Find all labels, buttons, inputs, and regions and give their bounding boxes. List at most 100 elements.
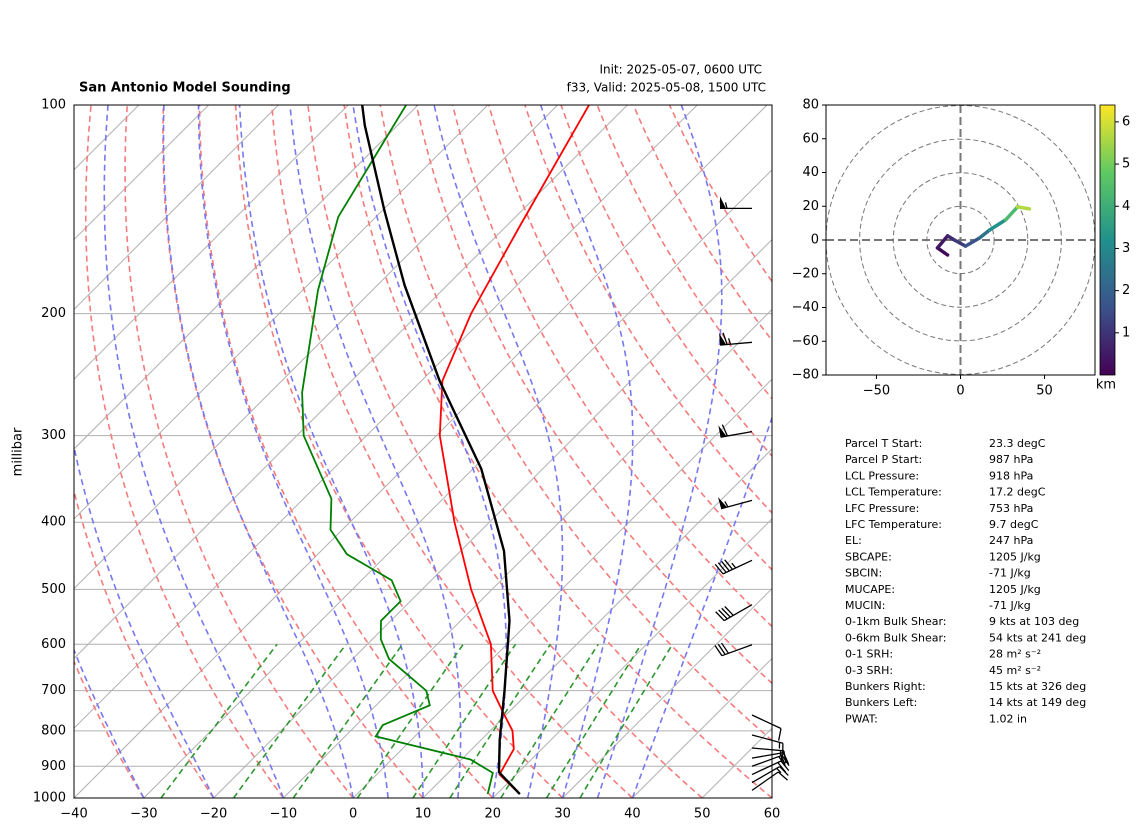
- moist-adiabat: [596, 105, 723, 798]
- grid-line: [213, 238, 772, 798]
- y-tick-label: −40: [792, 300, 819, 315]
- grid-line: [283, 308, 772, 798]
- param-label: LCL Temperature:: [845, 486, 942, 499]
- barb-staff: [720, 332, 753, 346]
- colorbar: [1099, 104, 1116, 376]
- isotherm: [74, 105, 349, 380]
- y-tick-label: 600: [41, 637, 66, 652]
- isotherm: [74, 105, 489, 520]
- param-label: Parcel T Start:: [845, 437, 922, 450]
- param-value: -71 J/kg: [989, 567, 1031, 580]
- wind-barb: [714, 559, 753, 575]
- skewt-plot: [0, 105, 772, 798]
- hodograph-plot: [826, 105, 1095, 375]
- barb-staff: [715, 604, 753, 622]
- dry-adiabat: [415, 105, 772, 685]
- isotherm: [74, 105, 279, 311]
- dry-adiabat: [198, 105, 494, 798]
- isotherm: [74, 105, 698, 729]
- x-tick-label: 50: [694, 807, 711, 822]
- param-value: 9 kts at 103 deg: [989, 615, 1079, 628]
- param-value: 15 kts at 326 deg: [989, 680, 1086, 693]
- y-tick-label: 300: [41, 428, 66, 443]
- y-tick-label: 400: [41, 515, 66, 530]
- hodo-segment: [952, 238, 968, 248]
- wind-barb: [751, 734, 784, 756]
- hodo-segment: [963, 236, 982, 248]
- grid-line: [74, 105, 768, 798]
- wind-barb: [751, 714, 782, 741]
- isotherm: [74, 105, 558, 590]
- colorbar-tick-label: 4: [1122, 199, 1130, 214]
- mixing-line: [356, 643, 464, 798]
- moist-adiabat: [74, 442, 215, 798]
- dry-adiabat: [271, 105, 633, 798]
- wind-barb: [751, 771, 788, 791]
- x-tick-label: 20: [485, 807, 502, 822]
- y-tick-label: 200: [41, 306, 66, 321]
- param-value: 918 hPa: [989, 469, 1033, 482]
- grid-line: [422, 448, 772, 798]
- param-label: PWAT:: [845, 712, 878, 725]
- valid-time: f33, Valid: 2025-05-08, 1500 UTC: [567, 81, 766, 95]
- param-value: 54 kts at 241 deg: [989, 631, 1086, 644]
- dry-adiabat: [84, 105, 285, 798]
- grid-line: [562, 587, 772, 798]
- moist-adiabat: [162, 105, 354, 798]
- y-tick-label: 100: [41, 98, 66, 113]
- dry-adiabat: [162, 105, 424, 798]
- param-value: 1205 J/kg: [989, 583, 1041, 596]
- hodo-segment: [1015, 205, 1032, 211]
- barb-flag: [717, 497, 727, 509]
- param-label: LFC Pressure:: [845, 502, 919, 515]
- param-value: 1.02 in: [989, 712, 1027, 725]
- y-tick-label: 20: [802, 199, 819, 214]
- wind-barb: [719, 332, 753, 346]
- grid-line: [352, 378, 772, 798]
- moist-adiabat: [352, 105, 507, 798]
- dry-adiabat: [343, 105, 772, 798]
- x-tick-label: −30: [130, 807, 157, 822]
- colorbar-tick-label: 6: [1122, 114, 1130, 129]
- mixing-line: [412, 643, 517, 798]
- param-label: MUCAPE:: [845, 583, 895, 596]
- barb-staff: [720, 424, 753, 438]
- barb-flag: [720, 196, 726, 209]
- mixing-line: [292, 643, 404, 798]
- param-value: 1205 J/kg: [989, 550, 1041, 563]
- colorbar-tick-label: 2: [1122, 283, 1130, 298]
- moist-adiabat: [0, 105, 4, 798]
- dewpoint-profile: [301, 105, 494, 795]
- y-tick-label: 500: [41, 582, 66, 597]
- y-tick-label: 80: [802, 98, 819, 113]
- grid-line: [492, 518, 772, 798]
- barb-flag: [719, 333, 727, 346]
- mixing-line: [232, 643, 347, 798]
- y-tick-label: 900: [41, 759, 66, 774]
- isotherm: [74, 105, 209, 241]
- dry-adiabat: [524, 105, 772, 515]
- barb-staff: [720, 499, 753, 510]
- colorbar-tick-label: 5: [1122, 157, 1130, 172]
- colorbar-label: km: [1096, 378, 1116, 393]
- wind-barb: [718, 424, 753, 438]
- mixing-line: [500, 643, 599, 798]
- x-tick-label: −10: [270, 807, 297, 822]
- mixing-line: [579, 643, 674, 798]
- dry-adiabat: [560, 105, 772, 458]
- barb-staff: [751, 771, 788, 791]
- y-tick-label: −60: [792, 334, 819, 349]
- x-tick-label: 0: [349, 807, 357, 822]
- param-value: 23.3 degC: [989, 437, 1046, 450]
- param-value: 14 kts at 149 deg: [989, 696, 1086, 709]
- wind-barb: [717, 497, 753, 510]
- param-label: 0-1km Bulk Shear:: [845, 615, 947, 628]
- wind-barb: [714, 642, 753, 657]
- param-label: MUCIN:: [845, 599, 885, 612]
- dry-adiabat: [451, 105, 772, 628]
- y-axis-label: millibar: [11, 427, 26, 476]
- wind-barb: [715, 604, 753, 622]
- isotherm: [74, 105, 628, 660]
- barb-staff: [751, 734, 784, 756]
- param-label: LCL Pressure:: [845, 469, 919, 482]
